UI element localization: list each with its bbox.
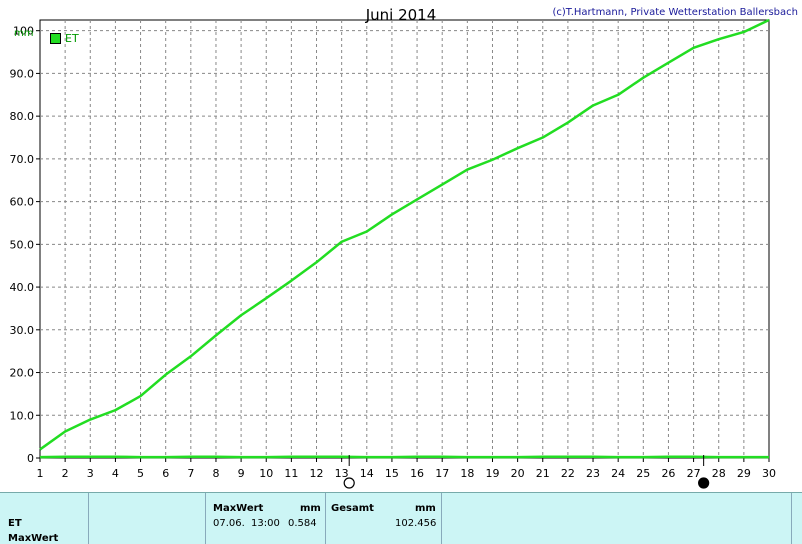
y-tick-label: 10.0 xyxy=(10,409,35,422)
x-tick-label: 1 xyxy=(37,467,44,480)
x-tick-label: 11 xyxy=(284,467,298,480)
gesamt-header: Gesamt xyxy=(331,503,374,514)
row-label-maxwert: MaxWert xyxy=(8,533,58,544)
full-moon-icon xyxy=(699,478,709,488)
y-tick-label: 40.0 xyxy=(10,281,35,294)
legend-label: ET xyxy=(65,32,79,45)
x-tick-label: 4 xyxy=(112,467,119,480)
maxwert-value: 0.584 xyxy=(288,518,317,529)
x-tick-label: 28 xyxy=(712,467,726,480)
copyright-credit: (c)T.Hartmann, Private Wetterstation Bal… xyxy=(552,7,798,18)
x-tick-label: 9 xyxy=(238,467,245,480)
gesamt-value: 102.456 xyxy=(395,518,436,529)
x-tick-label: 13 xyxy=(335,467,349,480)
maxwert-header: MaxWert xyxy=(213,503,263,514)
maxwert-date: 07.06. xyxy=(213,518,245,529)
gesamt-unit: mm xyxy=(415,503,436,514)
x-tick-label: 26 xyxy=(661,467,675,480)
legend[interactable]: ET xyxy=(50,32,79,45)
x-tick-label: 10 xyxy=(259,467,273,480)
empty-cell xyxy=(89,493,206,544)
new-moon-icon xyxy=(344,478,354,488)
x-tick-label: 7 xyxy=(187,467,194,480)
maxwert-unit: mm xyxy=(300,503,321,514)
x-tick-label: 23 xyxy=(586,467,600,480)
x-tick-label: 5 xyxy=(137,467,144,480)
x-tick-label: 3 xyxy=(87,467,94,480)
y-tick-label: 90.0 xyxy=(10,67,35,80)
summary-table: ET MaxWert MaxWert mm 07.06. 13:00 0.584… xyxy=(0,492,802,544)
y-tick-label: 50.0 xyxy=(10,238,35,251)
x-tick-label: 17 xyxy=(435,467,449,480)
x-tick-label: 27 xyxy=(687,467,701,480)
y-tick-label: 0 xyxy=(27,452,34,465)
x-tick-label: 19 xyxy=(485,467,499,480)
y-axis-unit-label: mm xyxy=(14,28,33,39)
row-label-cell: ET MaxWert xyxy=(0,493,89,544)
gesamt-cell: Gesamt mm 102.456 xyxy=(326,493,442,544)
x-tick-label: 6 xyxy=(162,467,169,480)
x-tick-label: 14 xyxy=(360,467,374,480)
x-tick-label: 18 xyxy=(460,467,474,480)
x-tick-label: 20 xyxy=(511,467,525,480)
maxwert-time: 13:00 xyxy=(251,518,280,529)
y-tick-label: 30.0 xyxy=(10,324,35,337)
plot-area xyxy=(40,20,769,458)
x-tick-label: 8 xyxy=(212,467,219,480)
x-tick-label: 30 xyxy=(762,467,776,480)
y-tick-label: 70.0 xyxy=(10,153,35,166)
y-tick-label: 20.0 xyxy=(10,367,35,380)
x-tick-label: 15 xyxy=(385,467,399,480)
x-tick-label: 29 xyxy=(737,467,751,480)
y-tick-label: 80.0 xyxy=(10,110,35,123)
empty-cell-wide xyxy=(442,493,792,544)
x-tick-label: 25 xyxy=(636,467,650,480)
y-tick-label: 60.0 xyxy=(10,196,35,209)
legend-swatch xyxy=(50,33,61,44)
x-tick-label: 2 xyxy=(62,467,69,480)
x-tick-label: 22 xyxy=(561,467,575,480)
x-tick-label: 21 xyxy=(536,467,550,480)
x-tick-label: 12 xyxy=(310,467,324,480)
x-tick-label: 16 xyxy=(410,467,424,480)
row-label-et: ET xyxy=(8,518,22,529)
maxwert-cell: MaxWert mm 07.06. 13:00 0.584 xyxy=(206,493,326,544)
x-tick-label: 24 xyxy=(611,467,625,480)
